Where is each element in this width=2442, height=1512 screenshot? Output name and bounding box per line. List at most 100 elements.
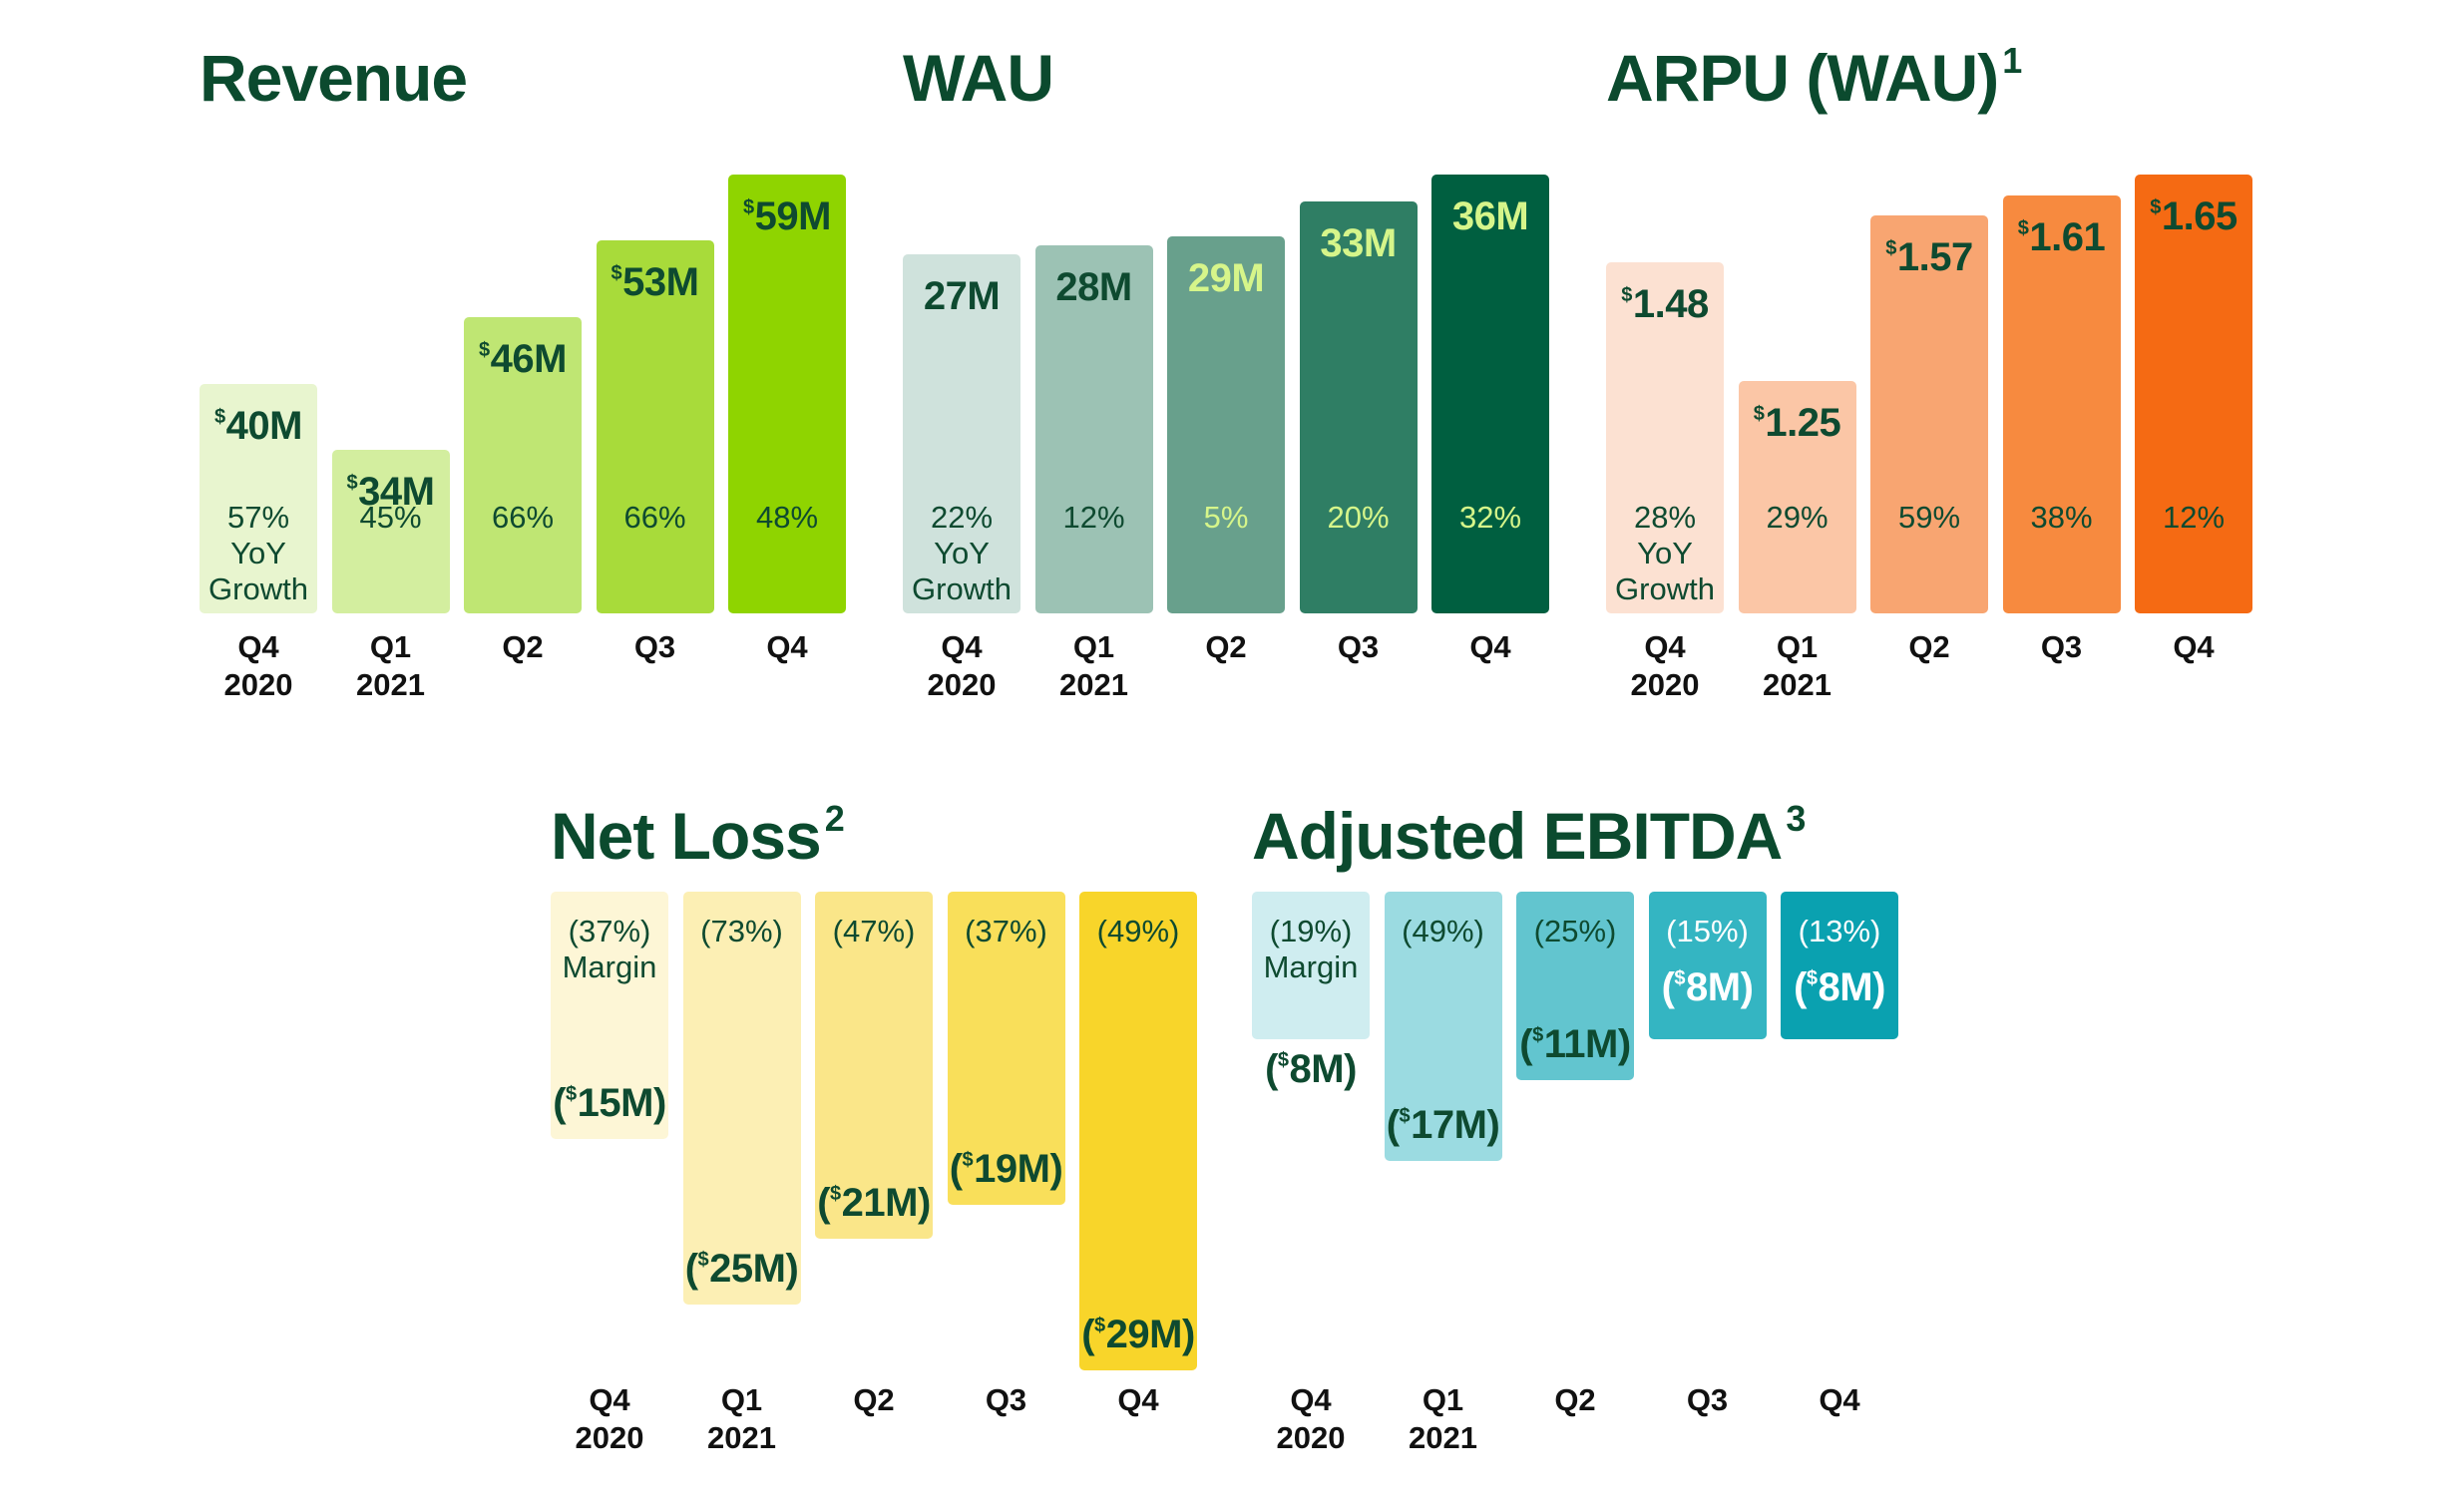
net-loss-value-label: ($21M) bbox=[817, 1180, 931, 1225]
adjusted-ebitda-bar: ($8M) (15%) bbox=[1648, 892, 1767, 1040]
arpu-bar: $1.57 59% bbox=[1870, 215, 1988, 613]
net-loss-x-tick: Q2 bbox=[853, 1382, 895, 1417]
revenue-x-tick: Q2 bbox=[502, 629, 544, 664]
currency-symbol: $ bbox=[1674, 967, 1686, 989]
wau-x-tick: Q4 bbox=[1469, 629, 1511, 664]
adjusted-ebitda-value-label: ($8M) bbox=[1661, 965, 1754, 1009]
currency-symbol: $ bbox=[479, 339, 490, 362]
revenue-secondary-label: 66% bbox=[491, 499, 555, 535]
revenue-chart: Revenue $40M 57% YoY Growth Q4 2020 $34M 45% Q… bbox=[200, 40, 846, 718]
net-loss-value-label: ($15M) bbox=[553, 1081, 666, 1126]
net-loss-secondary-label: (47%) bbox=[832, 914, 916, 948]
arpu-title: ARPU (WAU) 1 bbox=[1606, 40, 2022, 116]
currency-symbol: $ bbox=[830, 1182, 841, 1205]
arpu-x-tick: Q4 2020 bbox=[1630, 629, 1700, 702]
adjusted-ebitda-bar: ($17M) (49%) bbox=[1384, 892, 1502, 1162]
revenue-secondary-label: 48% bbox=[755, 500, 819, 535]
chart-title-text: ARPU (WAU) bbox=[1606, 41, 1999, 115]
currency-symbol: $ bbox=[962, 1149, 974, 1172]
arpu-value-label: $1.65 bbox=[2150, 194, 2238, 238]
net-loss-bar: ($25M) (73%) bbox=[682, 892, 801, 1305]
wau-bar: 28M 12% bbox=[1034, 245, 1153, 613]
wau-value-label: 27M bbox=[923, 274, 1001, 318]
adjusted-ebitda-bar: ($8M) (19%) Margin bbox=[1252, 892, 1370, 1091]
wau-chart: WAU 27M 22% YoY Growth Q4 2020 28M 12% Q1 2021… bbox=[903, 40, 1549, 718]
revenue-value-label: $40M bbox=[214, 403, 302, 448]
revenue-title: Revenue bbox=[200, 40, 468, 116]
wau-value-label: 28M bbox=[1055, 265, 1132, 310]
revenue-x-tick: Q4 2020 bbox=[223, 629, 293, 702]
adjusted-ebitda-title: Adjusted EBITDA 3 bbox=[1252, 798, 1806, 874]
revenue-bar: $59M 48% bbox=[728, 175, 846, 613]
net-loss-bar: ($15M) (37%) Margin bbox=[551, 892, 668, 1140]
chart-title-text: Revenue bbox=[200, 41, 468, 115]
currency-symbol: $ bbox=[1753, 403, 1765, 426]
wau-value-label: 33M bbox=[1320, 220, 1397, 265]
revenue-x-tick: Q4 bbox=[766, 629, 808, 664]
revenue-bar: $53M 66% bbox=[596, 240, 714, 613]
footnote-marker: 2 bbox=[824, 798, 845, 839]
currency-symbol: $ bbox=[1806, 967, 1818, 989]
net-loss-bar: ($19M) (37%) bbox=[947, 892, 1065, 1206]
net-loss-x-tick: Q1 2021 bbox=[707, 1382, 776, 1455]
revenue-x-tick: Q1 2021 bbox=[356, 629, 425, 702]
revenue-secondary-label: 57% YoY Growth bbox=[208, 499, 308, 606]
currency-symbol: $ bbox=[1885, 237, 1896, 260]
currency-symbol: $ bbox=[2017, 216, 2029, 239]
arpu-value-label: $1.25 bbox=[1753, 401, 1841, 446]
adjusted-ebitda-secondary-label: (49%) bbox=[1402, 914, 1484, 948]
arpu-bar: $1.61 38% bbox=[2002, 194, 2121, 613]
arpu-x-tick: Q4 bbox=[2173, 629, 2215, 664]
wau-secondary-label: 12% bbox=[1062, 499, 1125, 535]
adjusted-ebitda-chart: Adjusted EBITDA 3 ($8M) (19%) Margin Q4 2020… bbox=[1252, 798, 1898, 1476]
adjusted-ebitda-x-tick: Q4 bbox=[1819, 1382, 1860, 1417]
currency-symbol: $ bbox=[743, 196, 754, 218]
adjusted-ebitda-value-label: ($11M) bbox=[1519, 1022, 1631, 1067]
arpu-bar: $1.48 28% YoY Growth bbox=[1606, 262, 1724, 613]
net-loss-secondary-label: (49%) bbox=[1096, 914, 1180, 948]
currency-symbol: $ bbox=[214, 405, 225, 428]
arpu-value-label: $1.61 bbox=[2017, 214, 2106, 259]
adjusted-ebitda-x-tick: Q4 2020 bbox=[1276, 1382, 1346, 1455]
currency-symbol: $ bbox=[1094, 1315, 1105, 1336]
adjusted-ebitda-value-label: ($8M) bbox=[1794, 965, 1885, 1009]
currency-symbol: $ bbox=[697, 1248, 709, 1271]
net-loss-secondary-label: (37%) bbox=[965, 914, 1047, 948]
adjusted-ebitda-bar: ($8M) (13%) bbox=[1781, 892, 1898, 1040]
wau-secondary-label: 22% YoY Growth bbox=[912, 500, 1012, 606]
currency-symbol: $ bbox=[610, 262, 622, 285]
wau-value-label: 36M bbox=[1451, 194, 1529, 238]
adjusted-ebitda-x-tick: Q2 bbox=[1554, 1382, 1596, 1417]
wau-bar: 29M 5% bbox=[1167, 236, 1285, 613]
net-loss-value-label: ($29M) bbox=[1081, 1313, 1195, 1356]
adjusted-ebitda-value-label: ($8M) bbox=[1265, 1047, 1357, 1092]
revenue-value-label: $46M bbox=[479, 337, 567, 382]
adjusted-ebitda-secondary-label: (19%) Margin bbox=[1263, 914, 1359, 984]
wau-title: WAU bbox=[903, 40, 1054, 116]
net-loss-bar: ($29M) (49%) bbox=[1079, 892, 1197, 1370]
adjusted-ebitda-secondary-label: (25%) bbox=[1533, 914, 1617, 948]
wau-value-label: 29M bbox=[1187, 256, 1265, 301]
currency-symbol: $ bbox=[1399, 1105, 1411, 1128]
arpu-secondary-label: 59% bbox=[1897, 499, 1961, 535]
revenue-value-label: $53M bbox=[610, 260, 699, 305]
arpu-bar: $1.65 12% bbox=[2135, 175, 2252, 613]
adjusted-ebitda-bar: ($11M) (25%) bbox=[1516, 892, 1634, 1081]
revenue-bar: $40M 57% YoY Growth bbox=[200, 383, 317, 613]
net-loss-bar: ($21M) (47%) bbox=[815, 892, 933, 1239]
arpu-x-tick: Q1 2021 bbox=[1763, 629, 1832, 702]
revenue-bar: $46M 66% bbox=[464, 317, 582, 613]
arpu-value-label: $1.48 bbox=[1621, 282, 1709, 326]
revenue-secondary-label: 45% bbox=[359, 499, 422, 535]
net-loss-secondary-label: (73%) bbox=[700, 914, 783, 948]
chart-title-text: Adjusted EBITDA bbox=[1252, 799, 1783, 873]
revenue-secondary-label: 66% bbox=[623, 499, 686, 535]
wau-bar: 27M 22% YoY Growth bbox=[903, 254, 1020, 613]
wau-x-tick: Q2 bbox=[1205, 629, 1247, 664]
footnote-marker: 3 bbox=[1786, 798, 1806, 839]
net-loss-x-tick: Q3 bbox=[985, 1382, 1027, 1417]
arpu-secondary-label: 38% bbox=[2030, 499, 2093, 535]
adjusted-ebitda-x-tick: Q3 bbox=[1686, 1382, 1729, 1417]
arpu-x-tick: Q2 bbox=[1908, 629, 1950, 664]
wau-secondary-label: 20% bbox=[1327, 499, 1390, 535]
